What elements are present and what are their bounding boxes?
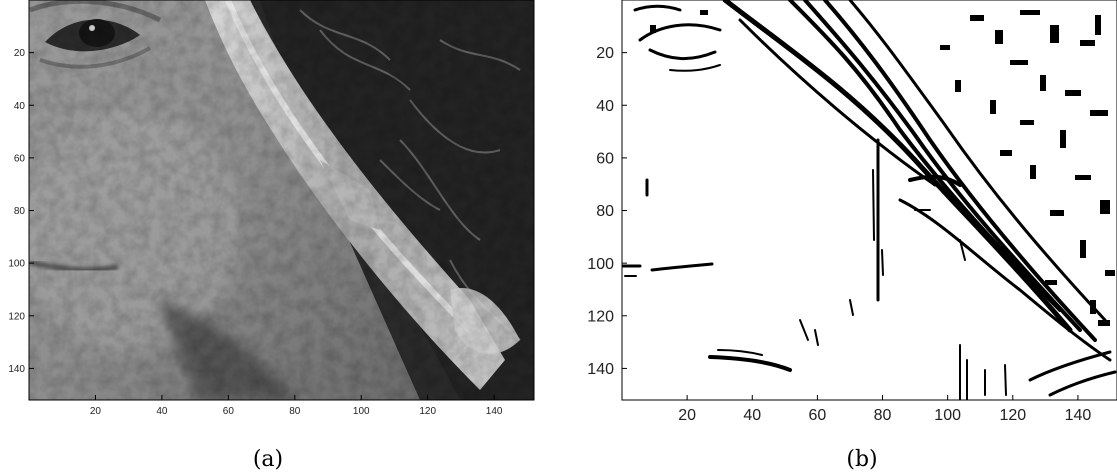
y-tick-label: 100 [8,259,25,270]
y-tick-label: 20 [596,45,614,62]
panel-b-frame [621,0,1117,401]
y-tick-label: 40 [14,101,26,112]
panel-a-frame [28,0,535,401]
panel-b-image [622,0,1117,400]
panel-b-axes: 20 40 60 80 100 120 140 20 40 60 80 100 120 140 [587,45,1091,424]
y-tick-label: 120 [8,311,25,322]
x-tick-label: 120 [419,406,436,417]
y-tick-label: 140 [8,364,25,375]
caption-a: (a) [253,447,283,472]
x-tick-label: 100 [934,407,961,424]
x-tick-label: 120 [999,407,1026,424]
x-tick-label: 80 [874,407,892,424]
edge-texture [650,10,1115,326]
y-tick-label: 60 [14,153,26,164]
x-tick-label: 40 [156,406,168,417]
y-tick-label: 20 [14,48,26,59]
y-tick-label: 140 [587,361,614,378]
y-tick-label: 80 [14,206,26,217]
x-tick-label: 20 [90,406,102,417]
y-tick-label: 80 [596,203,614,220]
x-tick-label: 60 [808,407,826,424]
y-tick-label: 60 [596,150,614,167]
x-tick-label: 100 [353,406,370,417]
panel-a-image [29,0,534,400]
edge-lines [622,0,1117,400]
panel-a-axes: 20 40 60 80 100 120 140 20 40 60 80 100 120 140 [8,48,503,417]
x-tick-label: 60 [223,406,235,417]
x-tick-label: 140 [1065,407,1092,424]
y-tick-label: 100 [587,256,614,273]
y-tick-label: 40 [596,98,614,115]
x-tick-label: 140 [486,406,503,417]
y-tick-label: 120 [587,308,614,325]
caption-b: (b) [846,447,877,472]
x-tick-label: 40 [743,407,761,424]
x-tick-label: 20 [678,407,696,424]
x-tick-label: 80 [289,406,301,417]
